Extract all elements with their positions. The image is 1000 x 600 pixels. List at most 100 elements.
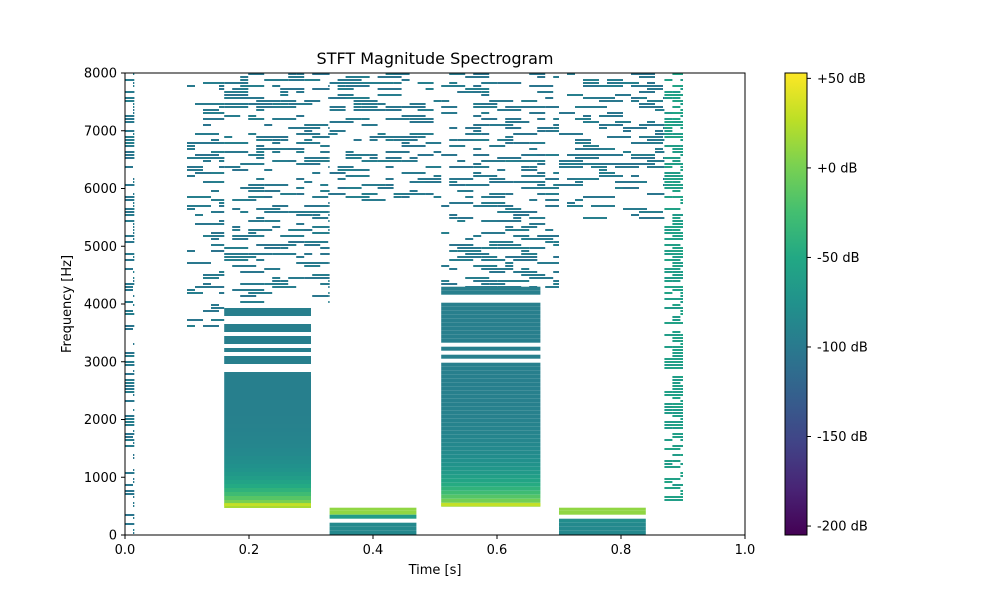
- noise-cell: [680, 202, 683, 204]
- noise-cell: [672, 340, 681, 342]
- noise-cell: [133, 469, 135, 471]
- noise-cell: [553, 127, 559, 129]
- noise-cell: [680, 475, 683, 477]
- noise-cell: [545, 130, 559, 132]
- noise-cell: [224, 142, 249, 144]
- noise-cell: [337, 85, 346, 87]
- noise-cell: [680, 196, 683, 198]
- noise-cell: [672, 388, 681, 390]
- noise-cell: [553, 130, 559, 132]
- noise-cell: [680, 343, 683, 345]
- noise-cell: [529, 247, 546, 249]
- noise-cell: [647, 142, 663, 144]
- noise-cell: [328, 157, 330, 159]
- noise-cell: [473, 73, 490, 75]
- noise-cell: [133, 325, 135, 327]
- spectrogram-cell: [224, 472, 311, 476]
- y-tick-label: 6000: [84, 182, 117, 197]
- colorbar-tick-label: -100 dB: [817, 340, 868, 355]
- noise-cell: [505, 139, 514, 141]
- noise-cell: [529, 106, 546, 108]
- noise-cell: [125, 220, 133, 222]
- spectrogram-cell: [441, 414, 541, 419]
- noise-cell: [663, 217, 665, 219]
- noise-cell: [280, 100, 297, 102]
- spectrogram-cell: [441, 418, 541, 423]
- colorbar-gradient: [784, 72, 808, 536]
- noise-cell: [219, 205, 225, 207]
- spectrogram-cell: [441, 346, 541, 351]
- noise-cell: [125, 268, 133, 270]
- noise-cell: [264, 268, 281, 270]
- noise-cell: [211, 244, 225, 246]
- noise-cell: [304, 205, 329, 207]
- noise-cell: [481, 160, 506, 162]
- noise-cell: [449, 244, 474, 246]
- noise-cell: [377, 160, 402, 162]
- spectrogram-cell: [441, 398, 541, 403]
- noise-cell: [296, 214, 313, 216]
- noise-cell: [441, 106, 458, 108]
- noise-cell: [280, 247, 289, 249]
- noise-cell: [664, 298, 683, 300]
- noise-cell: [353, 175, 370, 177]
- noise-cell: [537, 187, 559, 189]
- noise-cell: [559, 160, 567, 162]
- noise-cell: [224, 97, 249, 99]
- noise-cell: [591, 205, 615, 207]
- spectrogram-cell: [224, 380, 311, 384]
- noise-cell: [672, 262, 683, 264]
- noise-cell: [647, 166, 665, 168]
- noise-cell: [133, 178, 135, 180]
- noise-cell: [553, 118, 559, 120]
- noise-cell: [441, 154, 458, 156]
- noise-cell: [288, 148, 305, 150]
- noise-cell: [672, 106, 681, 108]
- noise-cell: [664, 163, 683, 165]
- spectrogram-cell: [224, 412, 311, 416]
- noise-cell: [553, 244, 559, 246]
- noise-cell: [680, 295, 683, 297]
- noise-cell: [296, 256, 305, 258]
- noise-cell: [583, 85, 607, 87]
- noise-cell: [672, 382, 681, 384]
- noise-cell: [607, 112, 623, 114]
- spectrogram-cell: [441, 290, 541, 295]
- noise-cell: [133, 82, 135, 84]
- noise-cell: [680, 496, 683, 498]
- noise-cell: [639, 106, 663, 108]
- noise-cell: [125, 199, 133, 201]
- noise-cell: [647, 82, 655, 84]
- noise-cell: [312, 73, 330, 75]
- noise-cell: [133, 391, 135, 393]
- noise-cell: [529, 181, 546, 183]
- noise-cell: [328, 151, 330, 153]
- noise-cell: [680, 358, 683, 360]
- noise-cell: [328, 127, 330, 129]
- noise-cell: [647, 85, 655, 87]
- noise-cell: [256, 235, 265, 237]
- noise-cell: [224, 82, 249, 84]
- noise-cell: [329, 121, 354, 123]
- spectrogram-cell: [224, 376, 311, 380]
- noise-cell: [133, 430, 135, 432]
- noise-cell: [664, 481, 673, 483]
- noise-cell: [672, 280, 681, 282]
- noise-cell: [133, 271, 135, 273]
- noise-cell: [133, 304, 135, 306]
- noise-cell: [125, 364, 135, 366]
- spectrogram-cell: [441, 490, 541, 495]
- noise-cell: [672, 274, 683, 276]
- noise-cell: [680, 484, 683, 486]
- spectrogram-cell: [441, 486, 541, 491]
- spectrogram-cell: [224, 448, 311, 452]
- noise-cell: [296, 178, 305, 180]
- noise-cell: [513, 214, 530, 216]
- spectrogram-cell: [224, 496, 311, 500]
- noise-cell: [631, 214, 639, 216]
- noise-cell: [664, 361, 683, 363]
- noise-cell: [672, 214, 683, 216]
- noise-cell: [680, 439, 683, 441]
- spectrogram-cell: [559, 522, 646, 527]
- noise-cell: [583, 121, 599, 123]
